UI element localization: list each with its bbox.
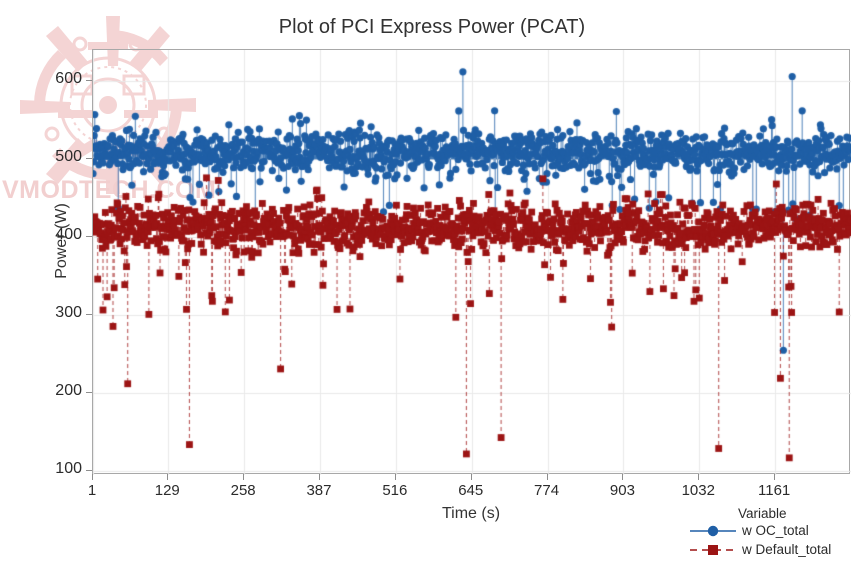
y-tick-mark <box>86 236 92 238</box>
x-tick-label: 129 <box>154 482 180 499</box>
x-tick-label: 645 <box>458 482 484 499</box>
legend-label-default: w Default_total <box>742 542 832 557</box>
x-tick-mark <box>546 474 548 480</box>
x-axis-title: Time (s) <box>441 505 501 522</box>
x-tick-label: 903 <box>609 482 635 499</box>
x-tick-mark <box>167 474 169 480</box>
legend-key-square-icon <box>690 542 736 558</box>
x-tick-mark <box>92 474 93 480</box>
y-tick-label: 200 <box>55 382 82 400</box>
y-tick-mark <box>86 392 92 394</box>
chart-legend: Variable w OC_total w Default_total <box>690 506 864 559</box>
x-tick-mark <box>470 474 472 480</box>
y-tick-mark <box>86 80 92 82</box>
x-tick-mark <box>243 474 245 480</box>
y-tick-mark <box>86 470 92 472</box>
legend-title: Variable <box>738 506 787 521</box>
x-tick-label: 1161 <box>758 482 791 499</box>
x-tick-label: 774 <box>534 482 560 499</box>
x-tick-mark <box>622 474 624 480</box>
x-tick-mark <box>394 474 396 480</box>
y-tick-label: 300 <box>55 304 82 322</box>
x-tick-label: 387 <box>306 482 332 499</box>
y-tick-label: 400 <box>55 226 82 244</box>
x-tick-label: 516 <box>382 482 408 499</box>
x-tick-mark <box>698 474 700 480</box>
legend-item-oc[interactable]: w OC_total <box>690 521 864 540</box>
y-tick-mark <box>86 158 92 160</box>
y-tick-label: 600 <box>55 70 82 88</box>
x-tick-label: 258 <box>230 482 256 499</box>
plot-area <box>92 49 851 475</box>
plot-canvas <box>93 50 851 475</box>
x-tick-mark <box>774 474 776 480</box>
legend-item-default[interactable]: w Default_total <box>690 540 864 559</box>
y-tick-mark <box>86 314 92 316</box>
x-tick-mark <box>318 474 320 480</box>
y-tick-label: 100 <box>55 460 82 478</box>
x-tick-label: 1 <box>87 482 97 499</box>
chart-title: Plot of PCI Express Power (PCAT) <box>278 16 586 38</box>
y-tick-label: 500 <box>55 148 82 166</box>
x-tick-label: 1032 <box>681 482 715 499</box>
legend-label-oc: w OC_total <box>742 523 809 538</box>
legend-key-circle-icon <box>690 523 736 539</box>
